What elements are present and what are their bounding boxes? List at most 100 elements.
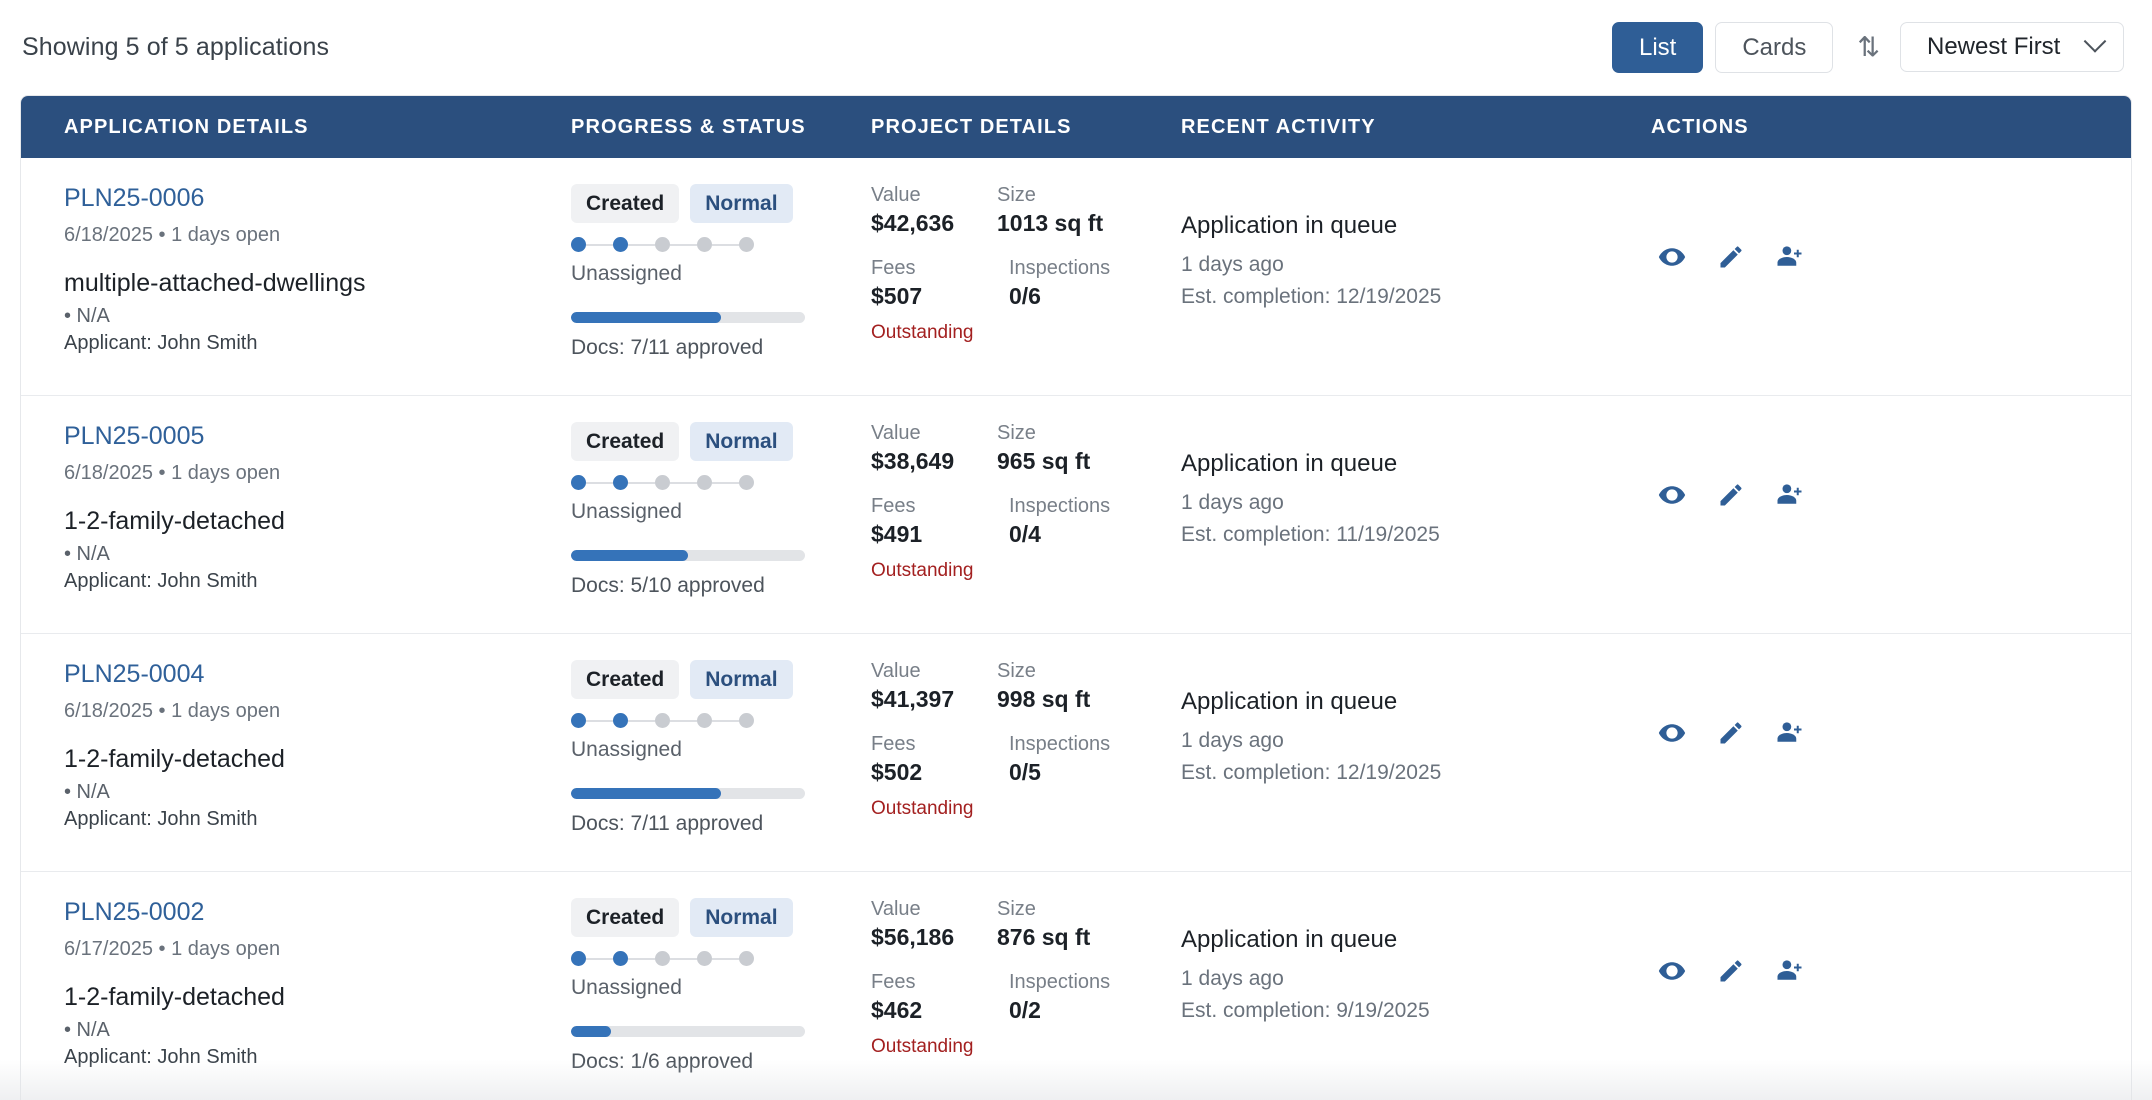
application-type: 1-2-family-detached (64, 507, 285, 535)
table-row[interactable]: PLN25-0004 6/18/2025 • 1 days open 1-2-fam… (21, 634, 2131, 872)
progress-step-connector (670, 243, 697, 246)
cell-progress-status: Created Normal Unassigned Docs: 1/6 approve… (571, 898, 871, 1086)
progress-step-dot (655, 951, 670, 967)
priority-badge: Normal (690, 898, 793, 938)
pencil-icon[interactable] (1714, 240, 1748, 274)
progress-step-dot (739, 237, 754, 253)
person-add-icon[interactable] (1773, 478, 1807, 512)
eye-icon[interactable] (1655, 954, 1689, 988)
table-row[interactable]: PLN25-0006 6/18/2025 • 1 days open multipl… (21, 158, 2131, 396)
application-id-link[interactable]: PLN25-0004 (64, 660, 205, 688)
progress-step-dot (655, 713, 670, 729)
cell-application-details: PLN25-0004 6/18/2025 • 1 days open 1-2-fam… (21, 660, 571, 847)
project-value-label: Value (871, 898, 921, 920)
recent-activity-block: Application in queue 1 days ago Est. compl… (1181, 184, 1651, 309)
fees-outstanding-text: Outstanding (871, 798, 974, 819)
column-header-actions: ACTIONS (1651, 115, 1749, 138)
project-size-block: Size 1013 sq ft (997, 184, 1181, 237)
project-inspections-block: Inspections 0/6 (997, 257, 1181, 344)
documents-progress-fill (571, 788, 721, 800)
project-size: 876 sq ft (997, 924, 1091, 950)
table-body: PLN25-0006 6/18/2025 • 1 days open multipl… (21, 158, 2131, 1100)
assignee-text: Unassigned (571, 262, 682, 286)
progress-step-connector (586, 957, 613, 960)
project-size: 998 sq ft (997, 686, 1091, 712)
person-add-icon[interactable] (1773, 240, 1807, 274)
project-fees-label: Fees (871, 971, 916, 993)
cell-recent-activity: Application in queue 1 days ago Est. compl… (1181, 898, 1651, 1086)
progress-step-dot (697, 475, 712, 491)
status-badges: Created Normal (571, 422, 871, 462)
view-cards-button[interactable]: Cards (1715, 21, 1834, 74)
application-id-link[interactable]: PLN25-0002 (64, 898, 205, 926)
project-fees-label: Fees (871, 733, 916, 755)
progress-step-dot (739, 951, 754, 967)
recent-activity-block: Application in queue 1 days ago Est. compl… (1181, 898, 1651, 1023)
table-row[interactable]: PLN25-0005 6/18/2025 • 1 days open 1-2-fam… (21, 396, 2131, 634)
project-fees-label: Fees (871, 495, 916, 517)
eye-icon[interactable] (1655, 240, 1689, 274)
project-fees-label: Fees (871, 257, 916, 279)
eye-icon[interactable] (1655, 716, 1689, 750)
sort-order-select[interactable]: Newest First (1900, 22, 2124, 73)
application-id-link[interactable]: PLN25-0006 (64, 184, 205, 212)
activity-title: Application in queue (1181, 926, 1398, 953)
cell-application-details: PLN25-0005 6/18/2025 • 1 days open 1-2-fam… (21, 422, 571, 609)
documents-approved-text: Docs: 1/6 approved (571, 1050, 754, 1074)
cell-recent-activity: Application in queue 1 days ago Est. compl… (1181, 184, 1651, 371)
pencil-icon[interactable] (1714, 716, 1748, 750)
eye-icon[interactable] (1655, 478, 1689, 512)
activity-estimated-completion: Est. completion: 9/19/2025 (1181, 999, 1430, 1022)
project-inspections: 0/5 (1009, 759, 1041, 785)
pencil-icon[interactable] (1714, 478, 1748, 512)
progress-step-dot (739, 475, 754, 491)
row-action-buttons (1651, 898, 2051, 988)
activity-estimated-completion: Est. completion: 12/19/2025 (1181, 761, 1442, 784)
project-inspections: 0/2 (1009, 997, 1041, 1023)
project-size-label: Size (997, 184, 1036, 206)
documents-progress-fill (571, 1026, 611, 1038)
progress-step-connector (712, 481, 739, 484)
recent-activity-block: Application in queue 1 days ago Est. compl… (1181, 660, 1651, 785)
person-add-icon[interactable] (1773, 954, 1807, 988)
project-value-label: Value (871, 184, 921, 206)
priority-badge: Normal (690, 184, 793, 224)
progress-step-dot (613, 237, 628, 253)
priority-badge: Normal (690, 422, 793, 462)
results-count-text: Showing 5 of 5 applications (22, 33, 330, 61)
assignee-text: Unassigned (571, 976, 682, 1000)
priority-badge: Normal (690, 660, 793, 700)
project-details-grid: Value $41,397 Size 998 sq ft Fees $502 Outstan… (871, 660, 1181, 820)
sort-updown-icon[interactable]: ⇅ (1857, 31, 1880, 62)
status-badge: Created (571, 660, 680, 700)
status-badge: Created (571, 184, 680, 224)
project-fees: $507 (871, 283, 923, 309)
documents-approved-text: Docs: 5/10 approved (571, 574, 765, 598)
row-action-buttons (1651, 660, 2051, 750)
project-fees-block: Fees $502 Outstanding (871, 733, 997, 820)
progress-step-connector (586, 719, 613, 722)
view-list-button[interactable]: List (1611, 21, 1704, 74)
table-row[interactable]: PLN25-0002 6/17/2025 • 1 days open 1-2-fam… (21, 872, 2131, 1100)
progress-step-connector (628, 243, 655, 246)
project-fees: $462 (871, 997, 923, 1023)
project-details-grid: Value $42,636 Size 1013 sq ft Fees $507 Outsta… (871, 184, 1181, 344)
recent-activity-block: Application in queue 1 days ago Est. compl… (1181, 422, 1651, 547)
project-inspections-label: Inspections (1009, 495, 1111, 517)
cell-project-details: Value $42,636 Size 1013 sq ft Fees $507 Outsta… (871, 184, 1181, 371)
activity-estimated-completion: Est. completion: 12/19/2025 (1181, 285, 1442, 308)
project-value-block: Value $42,636 (871, 184, 997, 237)
cell-recent-activity: Application in queue 1 days ago Est. compl… (1181, 422, 1651, 609)
progress-step-dot (613, 713, 628, 729)
activity-timestamp: 1 days ago (1181, 491, 1284, 514)
application-date-meta: 6/18/2025 • 1 days open (64, 462, 281, 484)
cell-actions (1651, 184, 2051, 371)
application-type: multiple-attached-dwellings (64, 269, 366, 297)
application-id-link[interactable]: PLN25-0005 (64, 422, 205, 450)
person-add-icon[interactable] (1773, 716, 1807, 750)
applications-table: APPLICATION DETAILS PROGRESS & STATUS PR… (20, 95, 2132, 1100)
status-badges: Created Normal (571, 898, 871, 938)
pencil-icon[interactable] (1714, 954, 1748, 988)
documents-progress-fill (571, 550, 688, 562)
project-details-grid: Value $38,649 Size 965 sq ft Fees $491 Outstan… (871, 422, 1181, 582)
